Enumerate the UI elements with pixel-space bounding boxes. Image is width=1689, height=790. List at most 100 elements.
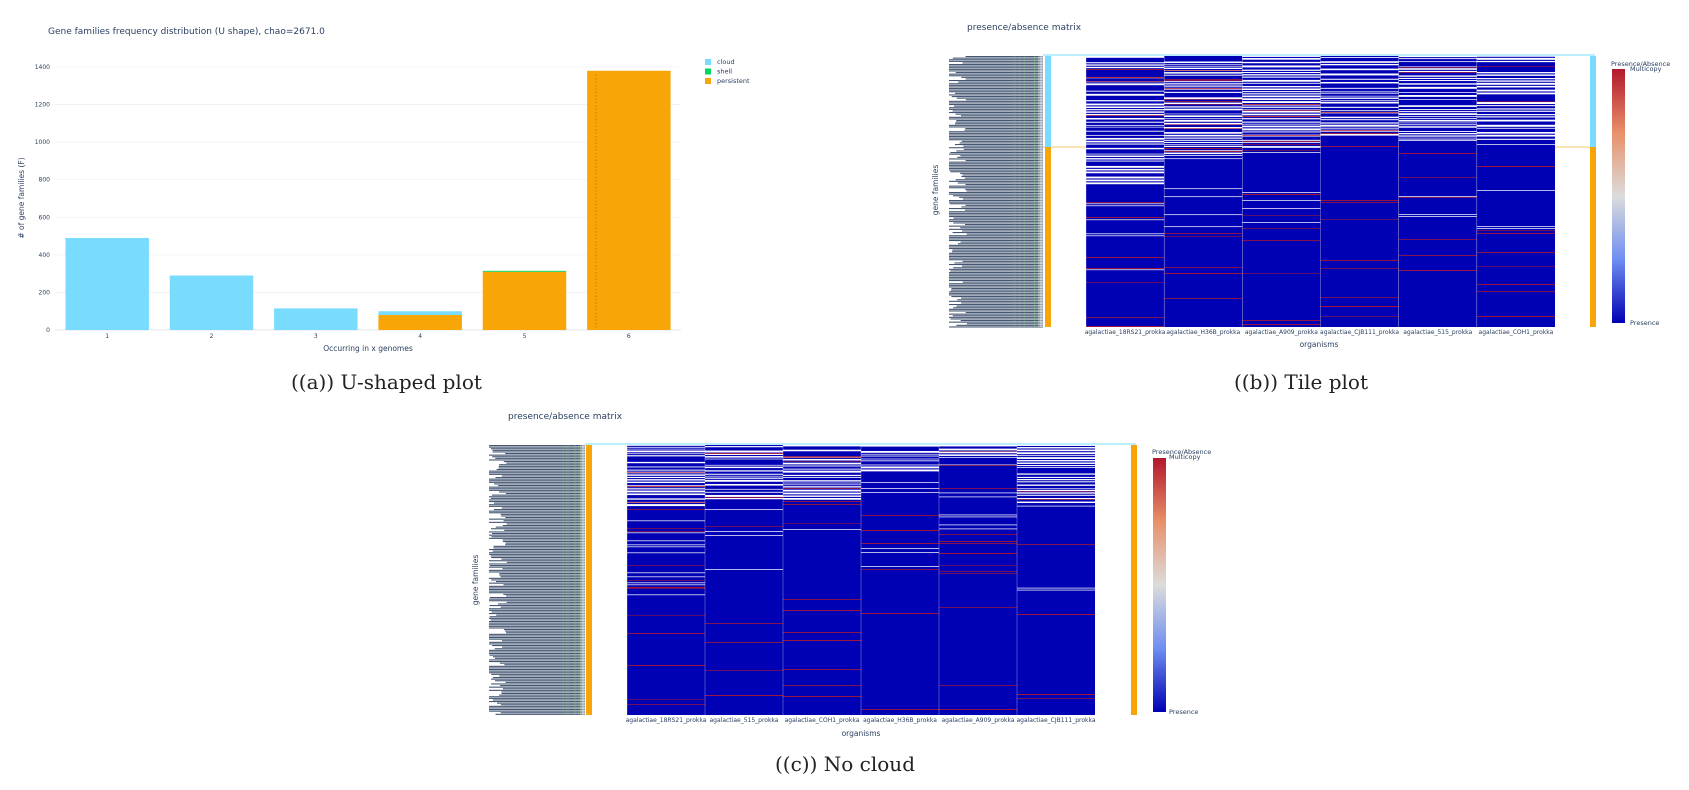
heatmap-absence-row — [1086, 106, 1165, 109]
row-label — [953, 307, 1043, 309]
heatmap-absence-row — [1476, 80, 1555, 82]
heatmap-absence-row — [1086, 153, 1165, 155]
heatmap-absence-row — [627, 469, 705, 471]
row-label — [949, 236, 1043, 238]
heatmap-absence-row — [1398, 92, 1477, 93]
tile-plot-body: agalactiae_18RS21_prokka agalactiae_H36B_… — [949, 54, 1625, 336]
heatmap-absence-row — [1320, 127, 1399, 129]
row-label — [490, 497, 585, 499]
heatmap-absence-row — [783, 445, 861, 447]
row-label — [949, 193, 1043, 195]
heatmap-absence-row — [705, 531, 783, 532]
row-label — [949, 216, 1043, 218]
heatmap-absence-row — [861, 445, 939, 447]
row-label — [497, 603, 585, 605]
row-label — [957, 182, 1043, 184]
heatmap-absence-row — [627, 493, 705, 496]
row-label — [502, 688, 585, 690]
heatmap-column-label: agalactiae_A909_prokka — [941, 717, 1014, 724]
heatmap-absence-row — [627, 448, 705, 450]
heatmap-absence-row — [939, 445, 1017, 447]
row-label — [949, 137, 1043, 139]
heatmap-absence-row — [1320, 119, 1399, 121]
heatmap-multicopy-row — [627, 615, 705, 616]
heatmap-absence-row — [1017, 473, 1095, 475]
row-label — [949, 214, 1043, 216]
row-label — [494, 648, 585, 650]
heatmap-multicopy-row — [1320, 146, 1399, 147]
left-strip-persistent — [1045, 147, 1051, 327]
row-label — [949, 257, 1043, 259]
tile-plot-ylabel: gene families — [931, 165, 940, 216]
row-label — [489, 638, 585, 640]
heatmap-absence-row — [1476, 85, 1555, 88]
row-label — [506, 632, 585, 634]
heatmap-absence-row — [1242, 146, 1321, 148]
row-label — [489, 499, 585, 501]
heatmap-absence-row — [1476, 110, 1555, 112]
heatmap-absence-row — [1242, 208, 1321, 209]
heatmap-column — [1085, 56, 1165, 327]
row-label — [489, 446, 585, 448]
u-chart-bar-persistent — [378, 314, 462, 330]
row-label — [965, 99, 1043, 101]
heatmap-absence-row — [861, 552, 939, 553]
row-label — [966, 233, 1043, 235]
row-label — [949, 326, 1043, 328]
heatmap-absence-row — [705, 464, 783, 466]
no-cloud-colorbar-title: Presence/Absence — [1152, 448, 1211, 456]
heatmap-multicopy-row — [1086, 217, 1165, 218]
u-chart-xtick: 6 — [627, 333, 631, 340]
heatmap-absence-row — [1086, 90, 1165, 92]
heatmap-absence-row — [1017, 455, 1095, 457]
row-label — [489, 637, 585, 639]
row-label — [489, 505, 585, 507]
heatmap-multicopy-row — [1086, 81, 1165, 82]
heatmap-multicopy-row — [1086, 268, 1165, 269]
heatmap-absence-row — [627, 540, 705, 542]
row-label — [949, 107, 1043, 109]
row-label — [949, 187, 1043, 189]
heatmap-absence-row — [1398, 139, 1477, 141]
row-label — [489, 625, 585, 627]
heatmap-multicopy-row — [1320, 200, 1399, 201]
heatmap-absence-row — [861, 453, 939, 455]
row-label — [954, 144, 1043, 146]
heatmap-absence-row — [861, 464, 939, 466]
u-shaped-chart: Gene families frequency distribution (U … — [17, 27, 750, 353]
heatmap-multicopy-row — [939, 553, 1017, 554]
colorbar — [1153, 458, 1166, 712]
row-label — [495, 457, 585, 459]
heatmap-multicopy-row — [939, 571, 1017, 572]
row-label — [952, 110, 1043, 112]
heatmap-absence-row — [1164, 122, 1243, 125]
heatmap-absence-row — [1320, 78, 1399, 80]
row-label — [495, 713, 585, 715]
row-label — [491, 611, 585, 613]
heatmap-absence-row — [1086, 124, 1165, 126]
row-label — [489, 553, 585, 555]
heatmap-absence-row — [1164, 115, 1243, 117]
heatmap-multicopy-row — [783, 669, 861, 670]
heatmap-absence-row — [1086, 179, 1165, 182]
heatmap-absence-row — [1242, 95, 1321, 98]
row-label — [966, 323, 1043, 325]
heatmap-absence-row — [1242, 125, 1321, 128]
heatmap-absence-row — [1476, 138, 1555, 140]
heatmap-absence-row — [1164, 144, 1243, 145]
row-label — [505, 544, 585, 546]
row-label — [960, 241, 1043, 243]
heatmap-absence-row — [1164, 150, 1243, 152]
row-label — [965, 312, 1043, 314]
row-label — [949, 185, 1043, 187]
heatmap-column-label: agalactiae_515_prokka — [1403, 329, 1472, 336]
heatmap-multicopy-row — [1086, 257, 1165, 258]
heatmap-absence-row — [1242, 108, 1321, 110]
heatmap-multicopy-row — [939, 465, 1017, 466]
heatmap-absence-row — [1242, 222, 1321, 223]
heatmap-multicopy-row — [783, 488, 861, 489]
heatmap-absence-row — [1086, 171, 1165, 174]
heatmap-absence-row — [1164, 64, 1243, 65]
heatmap-column — [1163, 56, 1243, 327]
